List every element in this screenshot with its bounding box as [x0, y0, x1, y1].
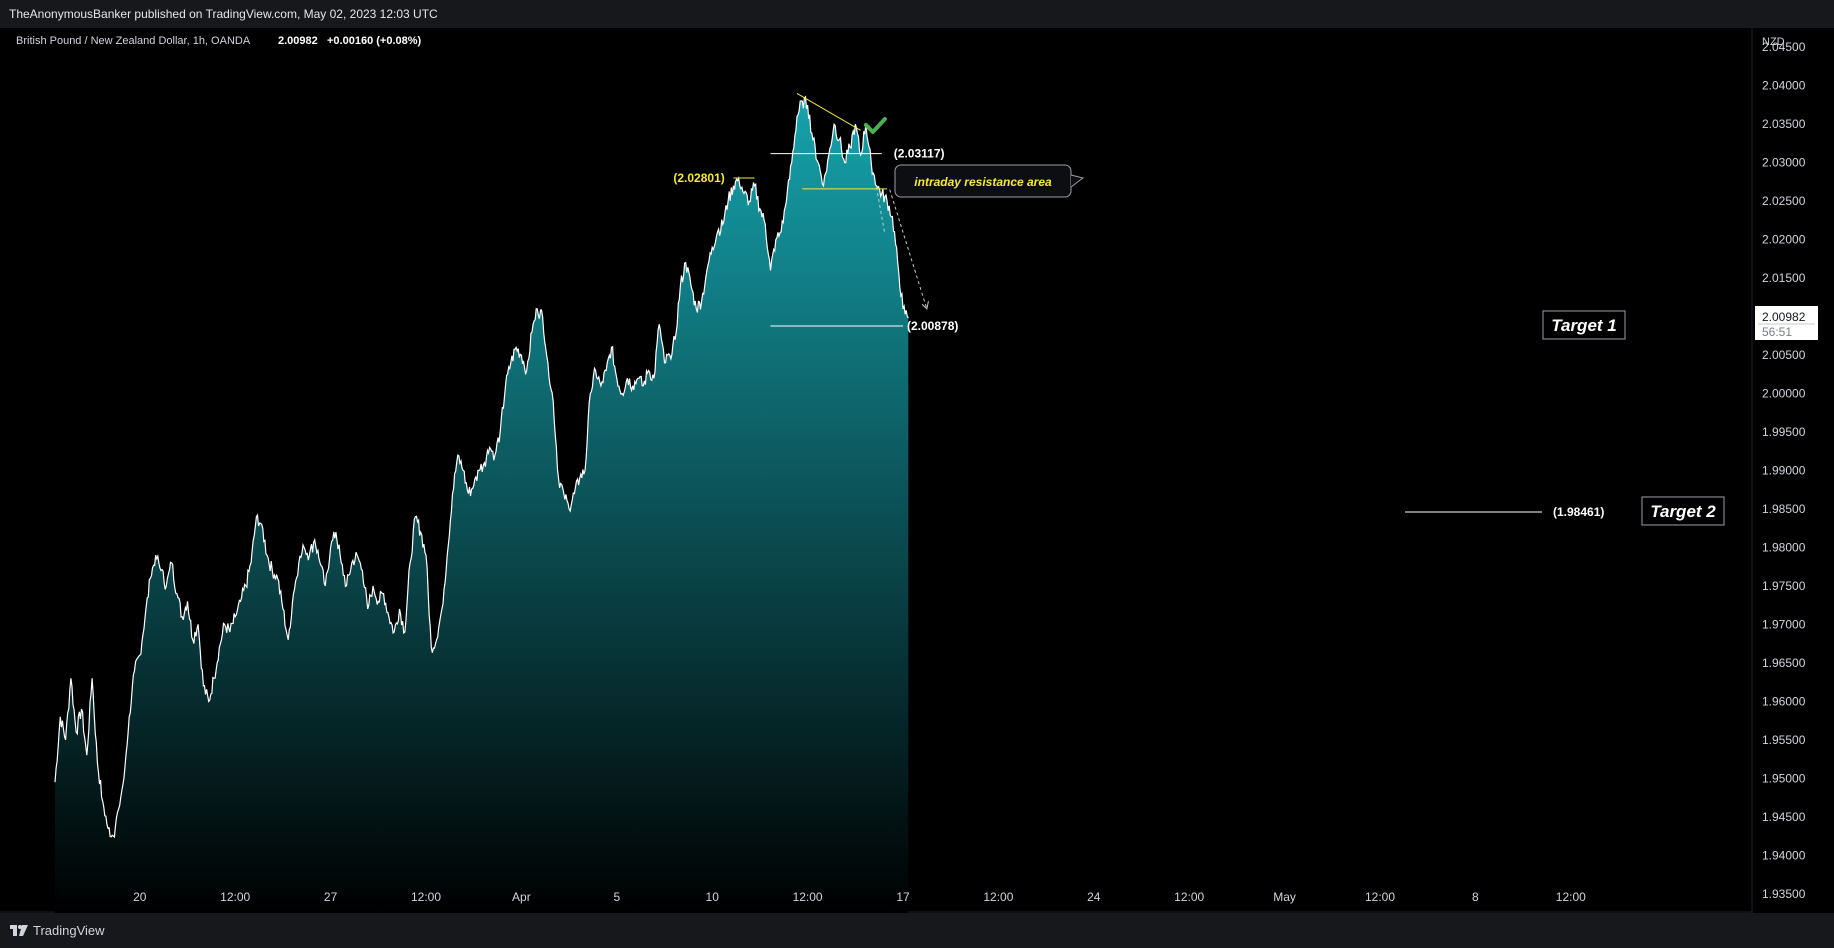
tradingview-brand[interactable]: TradingView [10, 923, 105, 938]
x-tick-label: 8 [1472, 890, 1479, 904]
x-tick-label: 12:00 [1365, 890, 1395, 904]
price-chart[interactable]: (2.03117) (2.02801) intraday resistance ar… [0, 28, 1834, 913]
resistance-callout-text: intraday resistance area [914, 175, 1052, 189]
x-tick-label: Apr [512, 890, 531, 904]
x-tick-label: 12:00 [1174, 890, 1204, 904]
countdown-value: 56:51 [1762, 325, 1792, 339]
x-tick-label: May [1273, 890, 1296, 904]
legend-change: +0.00160 (+0.08%) [327, 35, 422, 47]
annotation-layer: (2.03117) (2.02801) intraday resistance ar… [673, 92, 1725, 526]
y-tick-label: 2.03500 [1762, 117, 1806, 131]
y-tick-label: 1.98500 [1762, 502, 1806, 516]
y-tick-label: 1.94000 [1762, 848, 1806, 862]
upper-level-label: (2.03117) [894, 147, 945, 161]
y-tick-label: 2.03000 [1762, 156, 1806, 170]
y-tick-label: 1.95500 [1762, 733, 1806, 747]
x-tick-label: 5 [613, 890, 620, 904]
target2-box [1641, 496, 1725, 526]
y-tick-label: 1.96500 [1762, 656, 1806, 670]
resistance-level-label: (2.02801) [673, 171, 724, 185]
x-tick-label: 12:00 [220, 890, 250, 904]
y-tick-label: 1.95000 [1762, 771, 1806, 785]
y-tick-label: 1.99500 [1762, 425, 1806, 439]
y-tick-label: 2.04000 [1762, 79, 1806, 93]
projection-arrowhead [921, 301, 929, 310]
published-by-text: TheAnonymousBanker published on TradingV… [9, 7, 438, 21]
y-tick-label: 2.01500 [1762, 271, 1806, 285]
y-tick-label: 1.98000 [1762, 541, 1806, 555]
price-axis[interactable]: 2.04500 2.04000 2.03500 2.03000 2.02500 2.020… [1762, 40, 1806, 901]
currency-label: NZD [1762, 36, 1785, 48]
x-tick-label: 20 [133, 890, 147, 904]
x-tick-label: 12:00 [411, 890, 441, 904]
tradingview-brand-text: TradingView [33, 923, 105, 938]
y-tick-label: 2.00000 [1762, 387, 1806, 401]
x-tick-label: 12:00 [1556, 890, 1586, 904]
y-tick-label: 2.00500 [1762, 348, 1806, 362]
time-axis[interactable]: 20 12:00 27 12:00 Apr 5 10 12:00 17 12:00 24 12:00 M… [133, 890, 1586, 904]
x-tick-label: 17 [896, 890, 910, 904]
projection-path-long [889, 189, 928, 310]
y-tick-label: 1.94500 [1762, 810, 1806, 824]
target1-level-label: (2.00878) [907, 319, 958, 333]
projection-path-short [876, 187, 885, 233]
y-tick-label: 1.96000 [1762, 694, 1806, 708]
last-price-badge: 2.00982 56:51 [1755, 306, 1818, 340]
legend-price: 2.00982 [278, 35, 318, 47]
published-header: TheAnonymousBanker published on TradingV… [0, 0, 1834, 28]
legend-symbol: British Pound / New Zealand Dollar, 1h, … [16, 35, 251, 47]
y-tick-label: 1.97500 [1762, 579, 1806, 593]
y-tick-label: 1.93500 [1762, 887, 1806, 901]
target1-box [1542, 310, 1626, 340]
descending-trendline [796, 92, 861, 131]
last-price-value: 2.00982 [1762, 310, 1806, 324]
x-tick-label: 27 [324, 890, 338, 904]
tradingview-footer: TradingView [0, 913, 1834, 948]
x-tick-label: 10 [706, 890, 720, 904]
y-tick-label: 2.02500 [1762, 194, 1806, 208]
y-tick-label: 1.97000 [1762, 617, 1806, 631]
target2-label: Target 2 [1650, 502, 1716, 521]
target2-level-label: (1.98461) [1553, 505, 1604, 519]
x-tick-label: 12:00 [983, 890, 1013, 904]
price-line [54, 95, 909, 839]
y-tick-label: 2.02000 [1762, 233, 1806, 247]
x-tick-label: 12:00 [793, 890, 823, 904]
x-tick-label: 24 [1087, 890, 1101, 904]
tradingview-logo-icon [10, 925, 28, 936]
price-area-fill [55, 96, 909, 913]
check-icon [863, 116, 887, 134]
target1-label: Target 1 [1551, 316, 1617, 335]
callout-pointer [1070, 174, 1085, 188]
y-tick-label: 2.04500 [1762, 40, 1806, 54]
y-tick-label: 1.99000 [1762, 464, 1806, 478]
